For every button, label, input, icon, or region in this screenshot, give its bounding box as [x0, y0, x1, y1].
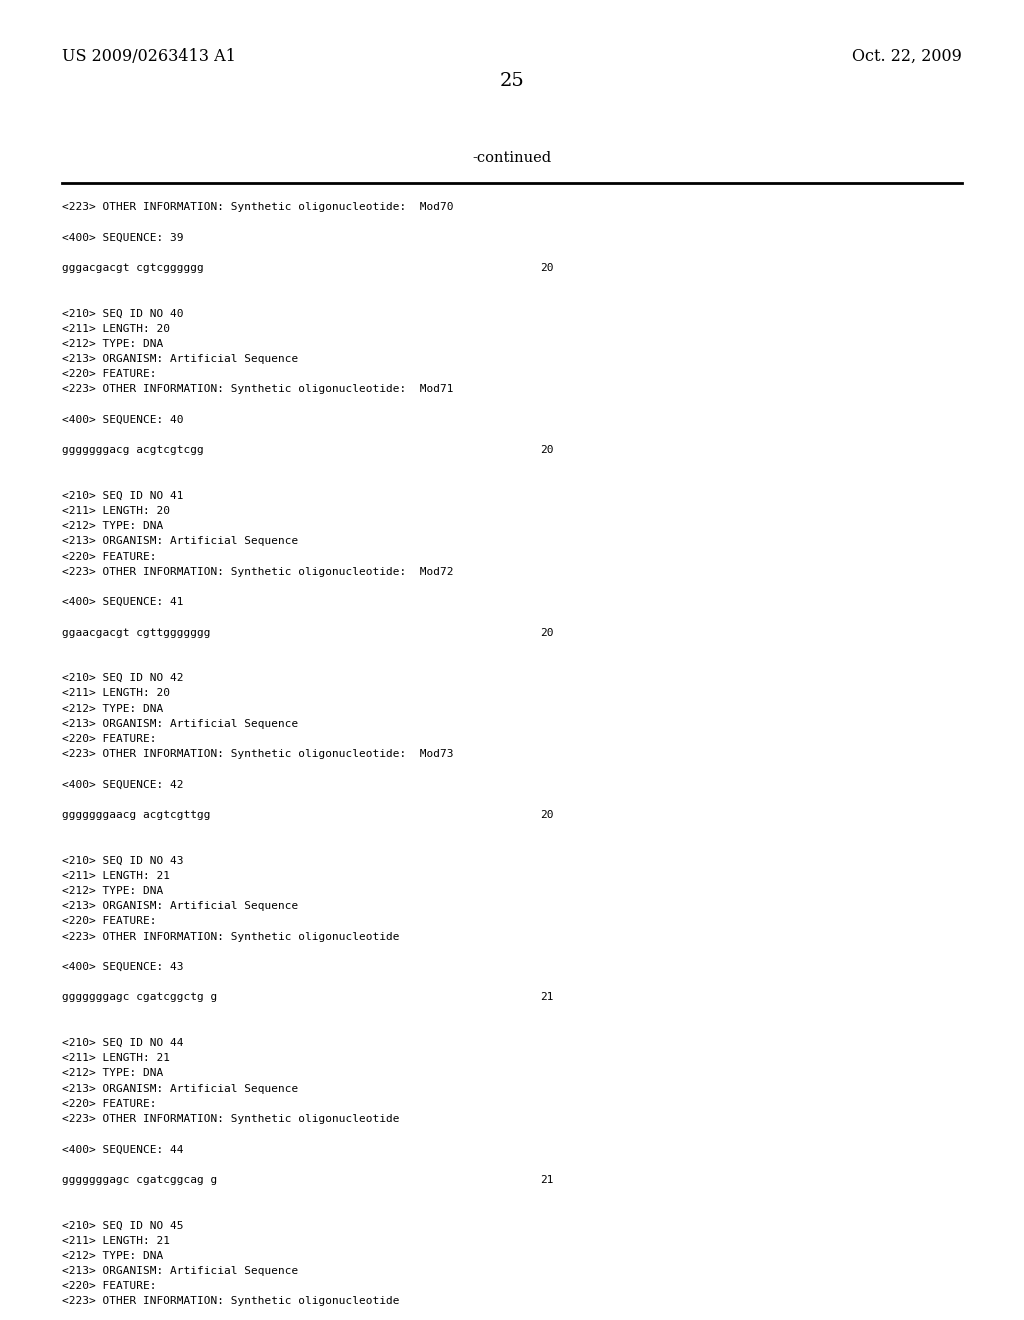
Text: <212> TYPE: DNA: <212> TYPE: DNA	[62, 1251, 163, 1261]
Text: <220> FEATURE:: <220> FEATURE:	[62, 552, 157, 561]
Text: <220> FEATURE:: <220> FEATURE:	[62, 734, 157, 744]
Text: Oct. 22, 2009: Oct. 22, 2009	[852, 48, 962, 65]
Text: <210> SEQ ID NO 40: <210> SEQ ID NO 40	[62, 309, 183, 318]
Text: <211> LENGTH: 20: <211> LENGTH: 20	[62, 323, 170, 334]
Text: <213> ORGANISM: Artificial Sequence: <213> ORGANISM: Artificial Sequence	[62, 1266, 298, 1276]
Text: <212> TYPE: DNA: <212> TYPE: DNA	[62, 1068, 163, 1078]
Text: <220> FEATURE:: <220> FEATURE:	[62, 1282, 157, 1291]
Text: <213> ORGANISM: Artificial Sequence: <213> ORGANISM: Artificial Sequence	[62, 536, 298, 546]
Text: <212> TYPE: DNA: <212> TYPE: DNA	[62, 339, 163, 348]
Text: <223> OTHER INFORMATION: Synthetic oligonucleotide: <223> OTHER INFORMATION: Synthetic oligo…	[62, 1114, 399, 1125]
Text: <210> SEQ ID NO 43: <210> SEQ ID NO 43	[62, 855, 183, 866]
Text: <220> FEATURE:: <220> FEATURE:	[62, 1098, 157, 1109]
Text: gggggggaacg acgtcgttgg: gggggggaacg acgtcgttgg	[62, 810, 211, 820]
Text: <211> LENGTH: 21: <211> LENGTH: 21	[62, 1053, 170, 1063]
Text: <210> SEQ ID NO 44: <210> SEQ ID NO 44	[62, 1038, 183, 1048]
Text: <223> OTHER INFORMATION: Synthetic oligonucleotide:  Mod72: <223> OTHER INFORMATION: Synthetic oligo…	[62, 566, 454, 577]
Text: <400> SEQUENCE: 41: <400> SEQUENCE: 41	[62, 597, 183, 607]
Text: <223> OTHER INFORMATION: Synthetic oligonucleotide:  Mod70: <223> OTHER INFORMATION: Synthetic oligo…	[62, 202, 454, 213]
Text: <213> ORGANISM: Artificial Sequence: <213> ORGANISM: Artificial Sequence	[62, 1084, 298, 1093]
Text: <223> OTHER INFORMATION: Synthetic oligonucleotide: <223> OTHER INFORMATION: Synthetic oligo…	[62, 1296, 399, 1307]
Text: ggaacgacgt cgttggggggg: ggaacgacgt cgttggggggg	[62, 627, 211, 638]
Text: <211> LENGTH: 20: <211> LENGTH: 20	[62, 506, 170, 516]
Text: <400> SEQUENCE: 42: <400> SEQUENCE: 42	[62, 780, 183, 789]
Text: 20: 20	[540, 445, 554, 455]
Text: <220> FEATURE:: <220> FEATURE:	[62, 916, 157, 927]
Text: <211> LENGTH: 20: <211> LENGTH: 20	[62, 689, 170, 698]
Text: <400> SEQUENCE: 39: <400> SEQUENCE: 39	[62, 232, 183, 243]
Text: -continued: -continued	[472, 150, 552, 165]
Text: <220> FEATURE:: <220> FEATURE:	[62, 370, 157, 379]
Text: gggacgacgt cgtcgggggg: gggacgacgt cgtcgggggg	[62, 263, 204, 273]
Text: 20: 20	[540, 263, 554, 273]
Text: <213> ORGANISM: Artificial Sequence: <213> ORGANISM: Artificial Sequence	[62, 354, 298, 364]
Text: <212> TYPE: DNA: <212> TYPE: DNA	[62, 886, 163, 896]
Text: gggggggacg acgtcgtcgg: gggggggacg acgtcgtcgg	[62, 445, 204, 455]
Text: 21: 21	[540, 1175, 554, 1185]
Text: <400> SEQUENCE: 40: <400> SEQUENCE: 40	[62, 414, 183, 425]
Text: <213> ORGANISM: Artificial Sequence: <213> ORGANISM: Artificial Sequence	[62, 902, 298, 911]
Text: 20: 20	[540, 627, 554, 638]
Text: <210> SEQ ID NO 41: <210> SEQ ID NO 41	[62, 491, 183, 500]
Text: <211> LENGTH: 21: <211> LENGTH: 21	[62, 871, 170, 880]
Text: <211> LENGTH: 21: <211> LENGTH: 21	[62, 1236, 170, 1246]
Text: <223> OTHER INFORMATION: Synthetic oligonucleotide:  Mod73: <223> OTHER INFORMATION: Synthetic oligo…	[62, 750, 454, 759]
Text: gggggggagc cgatcggctg g: gggggggagc cgatcggctg g	[62, 993, 217, 1002]
Text: <400> SEQUENCE: 44: <400> SEQUENCE: 44	[62, 1144, 183, 1155]
Text: <212> TYPE: DNA: <212> TYPE: DNA	[62, 521, 163, 531]
Text: <223> OTHER INFORMATION: Synthetic oligonucleotide: <223> OTHER INFORMATION: Synthetic oligo…	[62, 932, 399, 941]
Text: <210> SEQ ID NO 45: <210> SEQ ID NO 45	[62, 1221, 183, 1230]
Text: gggggggagc cgatcggcag g: gggggggagc cgatcggcag g	[62, 1175, 217, 1185]
Text: 25: 25	[500, 73, 524, 90]
Text: US 2009/0263413 A1: US 2009/0263413 A1	[62, 48, 236, 65]
Text: <210> SEQ ID NO 42: <210> SEQ ID NO 42	[62, 673, 183, 684]
Text: 21: 21	[540, 993, 554, 1002]
Text: <213> ORGANISM: Artificial Sequence: <213> ORGANISM: Artificial Sequence	[62, 719, 298, 729]
Text: <212> TYPE: DNA: <212> TYPE: DNA	[62, 704, 163, 714]
Text: <400> SEQUENCE: 43: <400> SEQUENCE: 43	[62, 962, 183, 972]
Text: 20: 20	[540, 810, 554, 820]
Text: <223> OTHER INFORMATION: Synthetic oligonucleotide:  Mod71: <223> OTHER INFORMATION: Synthetic oligo…	[62, 384, 454, 395]
